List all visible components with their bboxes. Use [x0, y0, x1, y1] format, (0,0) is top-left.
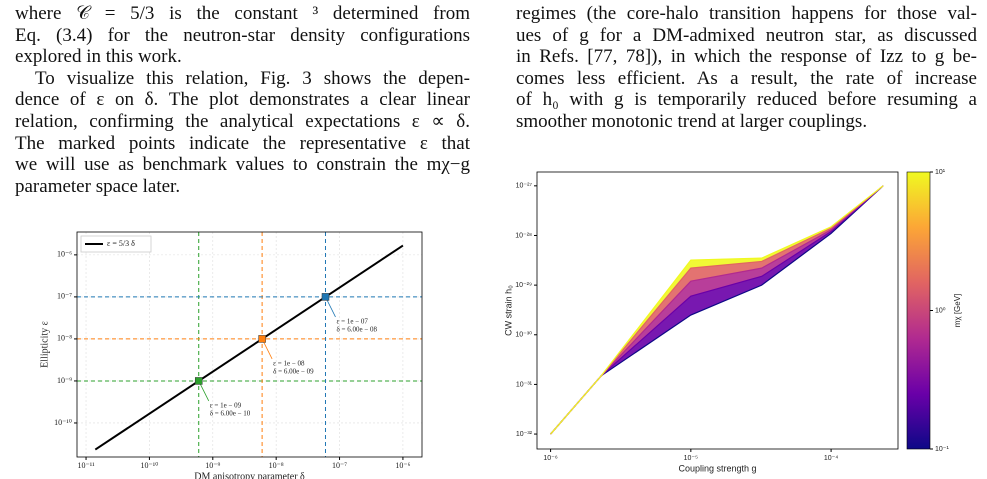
x-tick-label: 10⁻⁶ [395, 461, 410, 470]
band [550, 185, 884, 435]
y-tick-label: 10⁻²⁷ [516, 183, 533, 190]
y-tick-label: 10⁻²⁸ [515, 232, 532, 239]
y-tick-label: 10⁻⁸ [57, 334, 72, 343]
text-line: where 𝒞 = 5/3 is the constant ³ determin… [15, 3, 470, 24]
x-axis-label: Coupling strength g [678, 463, 756, 473]
y-tick-label: 10⁻⁷ [57, 292, 72, 301]
y-tick-label: 10⁻¹⁰ [54, 418, 72, 427]
text-line: explored in this work. [15, 46, 182, 68]
text-line: parameter space later. [15, 175, 181, 197]
point [321, 293, 330, 301]
colorbar-tick-label: 10⁻¹ [935, 446, 949, 453]
text-line: ues of g for a DM-admixed neutron star, … [516, 24, 977, 46]
y-tick-label: 10⁻³⁰ [515, 331, 532, 339]
series-line [550, 185, 884, 435]
annotation: δ = 6.00e − 10 [210, 410, 251, 418]
legend-label: ε = 5/3 δ [107, 239, 135, 248]
text-line: we will use as benchmark values to const… [15, 154, 470, 176]
band [550, 185, 884, 435]
text-line: smoother monotonic trend at larger coupl… [516, 110, 868, 132]
y-tick-label: 10⁻²⁹ [515, 282, 532, 289]
y-tick-label: 10⁻³¹ [516, 381, 533, 388]
x-tick-label: 10⁻¹⁰ [141, 461, 159, 470]
text-line: To visualize this relation, Fig. 3 shows… [35, 67, 470, 89]
y-tick-label: 10⁻⁹ [57, 376, 72, 385]
annotation: ε = 1e − 09 [210, 402, 242, 410]
text-line: dence of ε on δ. The plot demonstrates a… [15, 89, 470, 111]
colorbar-tick-label: 10⁰ [935, 306, 946, 314]
point [258, 335, 266, 343]
y-axis-label: Ellipticity ε [39, 321, 50, 368]
x-tick-label: 10⁻¹¹ [78, 461, 96, 470]
series-line [550, 185, 884, 435]
x-tick-label: 10⁻⁴ [824, 455, 839, 462]
x-tick-label: 10⁻⁸ [269, 461, 284, 470]
x-tick-label: 10⁻⁶ [543, 455, 557, 462]
point [194, 377, 203, 385]
y-tick-label: 10⁻⁶ [57, 250, 72, 259]
text-line: in Refs. [77, 78]), in which the respons… [516, 46, 977, 68]
x-axis-label: DM anisotropy parameter δ [194, 471, 305, 479]
line [94, 244, 404, 451]
axes-frame [76, 231, 423, 458]
colorbar-label: mχ [GeV] [953, 294, 962, 328]
left-column: where 𝒞 = 5/3 is the constant ³ determin… [15, 3, 470, 197]
band [550, 185, 884, 435]
text-line: The marked points indicate the represent… [15, 132, 470, 154]
text-line: relation, confirming the analytical expe… [15, 110, 470, 132]
x-tick-label: 10⁻⁵ [684, 455, 698, 462]
text-line: regimes (the core-halo transition happen… [516, 3, 977, 24]
axes-frame [536, 171, 899, 450]
annotation: ε = 1e − 08 [273, 360, 305, 368]
series-line [550, 185, 884, 435]
series-line [550, 185, 884, 435]
x-tick-label: 10⁻⁷ [332, 461, 347, 470]
text-line: of h₀ with g is temporarily reduced befo… [516, 89, 977, 111]
x-tick-label: 10⁻⁹ [205, 461, 220, 470]
legend-box [80, 235, 152, 253]
annotation: δ = 6.00e − 08 [336, 326, 377, 334]
text-line: Eq. (3.4) for the neutron-star density c… [15, 24, 470, 46]
y-tick-label: 10⁻³² [516, 431, 533, 438]
band [550, 185, 884, 435]
colorbar [906, 171, 931, 450]
right-column: regimes (the core-halo transition happen… [516, 3, 977, 133]
colorbar-tick-label: 10¹ [935, 169, 946, 176]
y-axis-label: CW strain h₀ [503, 285, 513, 336]
text-line: comes less efficient. As a result, the r… [516, 67, 977, 89]
annotation: ε = 1e − 07 [336, 318, 368, 326]
annotation: δ = 6.00e − 09 [273, 368, 314, 376]
series-line [550, 185, 884, 435]
